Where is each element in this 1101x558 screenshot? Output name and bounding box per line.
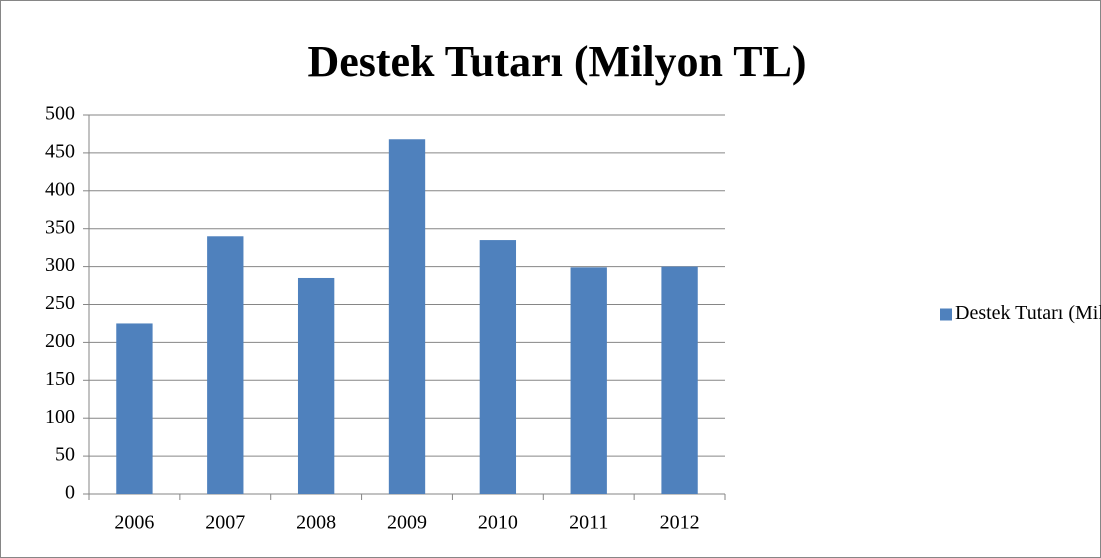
x-tick-label: 2007 bbox=[205, 512, 245, 534]
bar bbox=[388, 139, 426, 495]
y-tick-label: 450 bbox=[45, 140, 75, 162]
x-tick-label: 2012 bbox=[660, 512, 700, 534]
legend-swatch bbox=[940, 308, 952, 321]
x-tick-label: 2010 bbox=[478, 512, 518, 534]
x-tick-label: 2009 bbox=[387, 512, 427, 534]
chart-title: Destek Tutarı (Milyon TL) bbox=[307, 37, 806, 86]
bar bbox=[661, 266, 698, 494]
y-tick-label: 150 bbox=[45, 368, 75, 390]
y-tick-label: 0 bbox=[65, 482, 75, 504]
y-tick-label: 250 bbox=[45, 292, 75, 314]
bar bbox=[297, 277, 335, 494]
y-tick-label: 200 bbox=[45, 330, 75, 352]
y-tick-label: 500 bbox=[45, 103, 75, 125]
bar bbox=[207, 236, 244, 494]
y-tick-label: 350 bbox=[45, 216, 75, 238]
y-tick-label: 50 bbox=[55, 444, 75, 466]
legend-label: Destek Tutarı (Milyon TL) bbox=[955, 302, 1101, 324]
bar bbox=[479, 240, 517, 494]
x-tick-label: 2006 bbox=[114, 512, 154, 534]
y-tick-label: 100 bbox=[45, 406, 75, 428]
bar bbox=[116, 323, 153, 494]
bar bbox=[570, 267, 607, 494]
y-tick-label: 300 bbox=[45, 254, 75, 276]
y-tick-label: 400 bbox=[45, 178, 75, 200]
x-tick-label: 2008 bbox=[296, 512, 336, 534]
x-tick-label: 2011 bbox=[569, 512, 608, 534]
